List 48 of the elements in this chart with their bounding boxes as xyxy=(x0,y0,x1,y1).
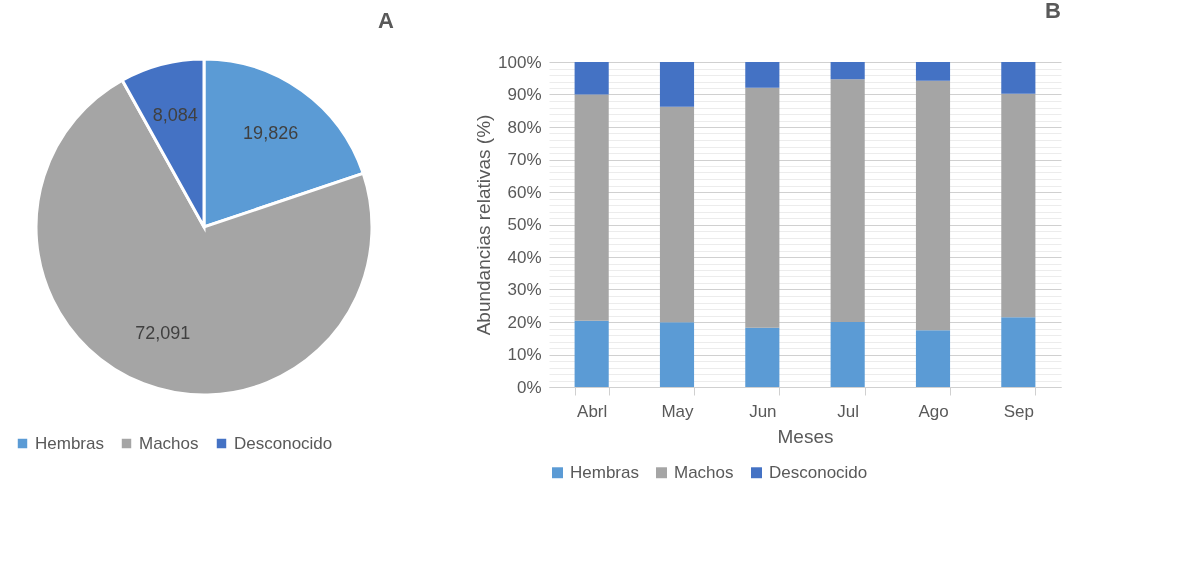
y-tick-label: 70% xyxy=(507,150,542,169)
bar xyxy=(745,62,780,88)
y-tick-label: 90% xyxy=(507,85,542,104)
legend-label: Machos xyxy=(139,433,199,453)
bar xyxy=(915,330,951,387)
y-tick-label: 100% xyxy=(498,52,542,72)
bar xyxy=(574,320,609,387)
chart-title: B xyxy=(1045,0,1061,23)
bar xyxy=(659,62,695,107)
data-label: 72,091 xyxy=(135,322,191,343)
y-tick-label: 0% xyxy=(516,377,542,397)
bar xyxy=(915,80,951,331)
data-label: 8,084 xyxy=(152,105,198,126)
x-tick-label: Sep xyxy=(1003,401,1034,421)
legend-label: Desconocido xyxy=(234,433,333,453)
x-tick-label: Ago xyxy=(918,401,949,421)
y-tick-label: 60% xyxy=(507,182,542,202)
x-axis-title: Meses xyxy=(777,425,834,447)
bar xyxy=(659,106,695,323)
bar xyxy=(745,327,780,387)
bar xyxy=(830,62,865,80)
y-tick-label: 10% xyxy=(507,345,542,364)
x-tick-label: May xyxy=(661,401,695,421)
y-axis-title: Abundancias relativas (%) xyxy=(473,114,495,336)
x-tick-label: Jul xyxy=(837,401,860,421)
legend-label: Machos xyxy=(674,462,734,482)
y-tick-label: 80% xyxy=(507,117,542,137)
x-tick-label: Abrl xyxy=(577,401,608,421)
chart-title: A xyxy=(378,8,395,33)
legend-label: Hembras xyxy=(35,433,104,453)
bar xyxy=(659,322,695,387)
bar xyxy=(745,87,780,328)
y-tick-label: 20% xyxy=(507,312,542,332)
bar xyxy=(1001,62,1036,94)
bar xyxy=(1001,317,1036,387)
bar xyxy=(830,79,865,322)
y-tick-label: 40% xyxy=(507,247,542,267)
y-tick-label: 30% xyxy=(507,280,542,299)
bar xyxy=(830,322,865,387)
data-label: 19,826 xyxy=(243,123,299,144)
legend-label: Desconocido xyxy=(769,462,868,482)
bar xyxy=(1001,93,1036,318)
bar xyxy=(574,62,609,95)
y-tick-label: 50% xyxy=(507,215,542,234)
bar xyxy=(574,94,609,321)
legend-label: Hembras xyxy=(570,462,639,482)
bar xyxy=(915,62,951,81)
x-tick-label: Jun xyxy=(749,401,777,421)
